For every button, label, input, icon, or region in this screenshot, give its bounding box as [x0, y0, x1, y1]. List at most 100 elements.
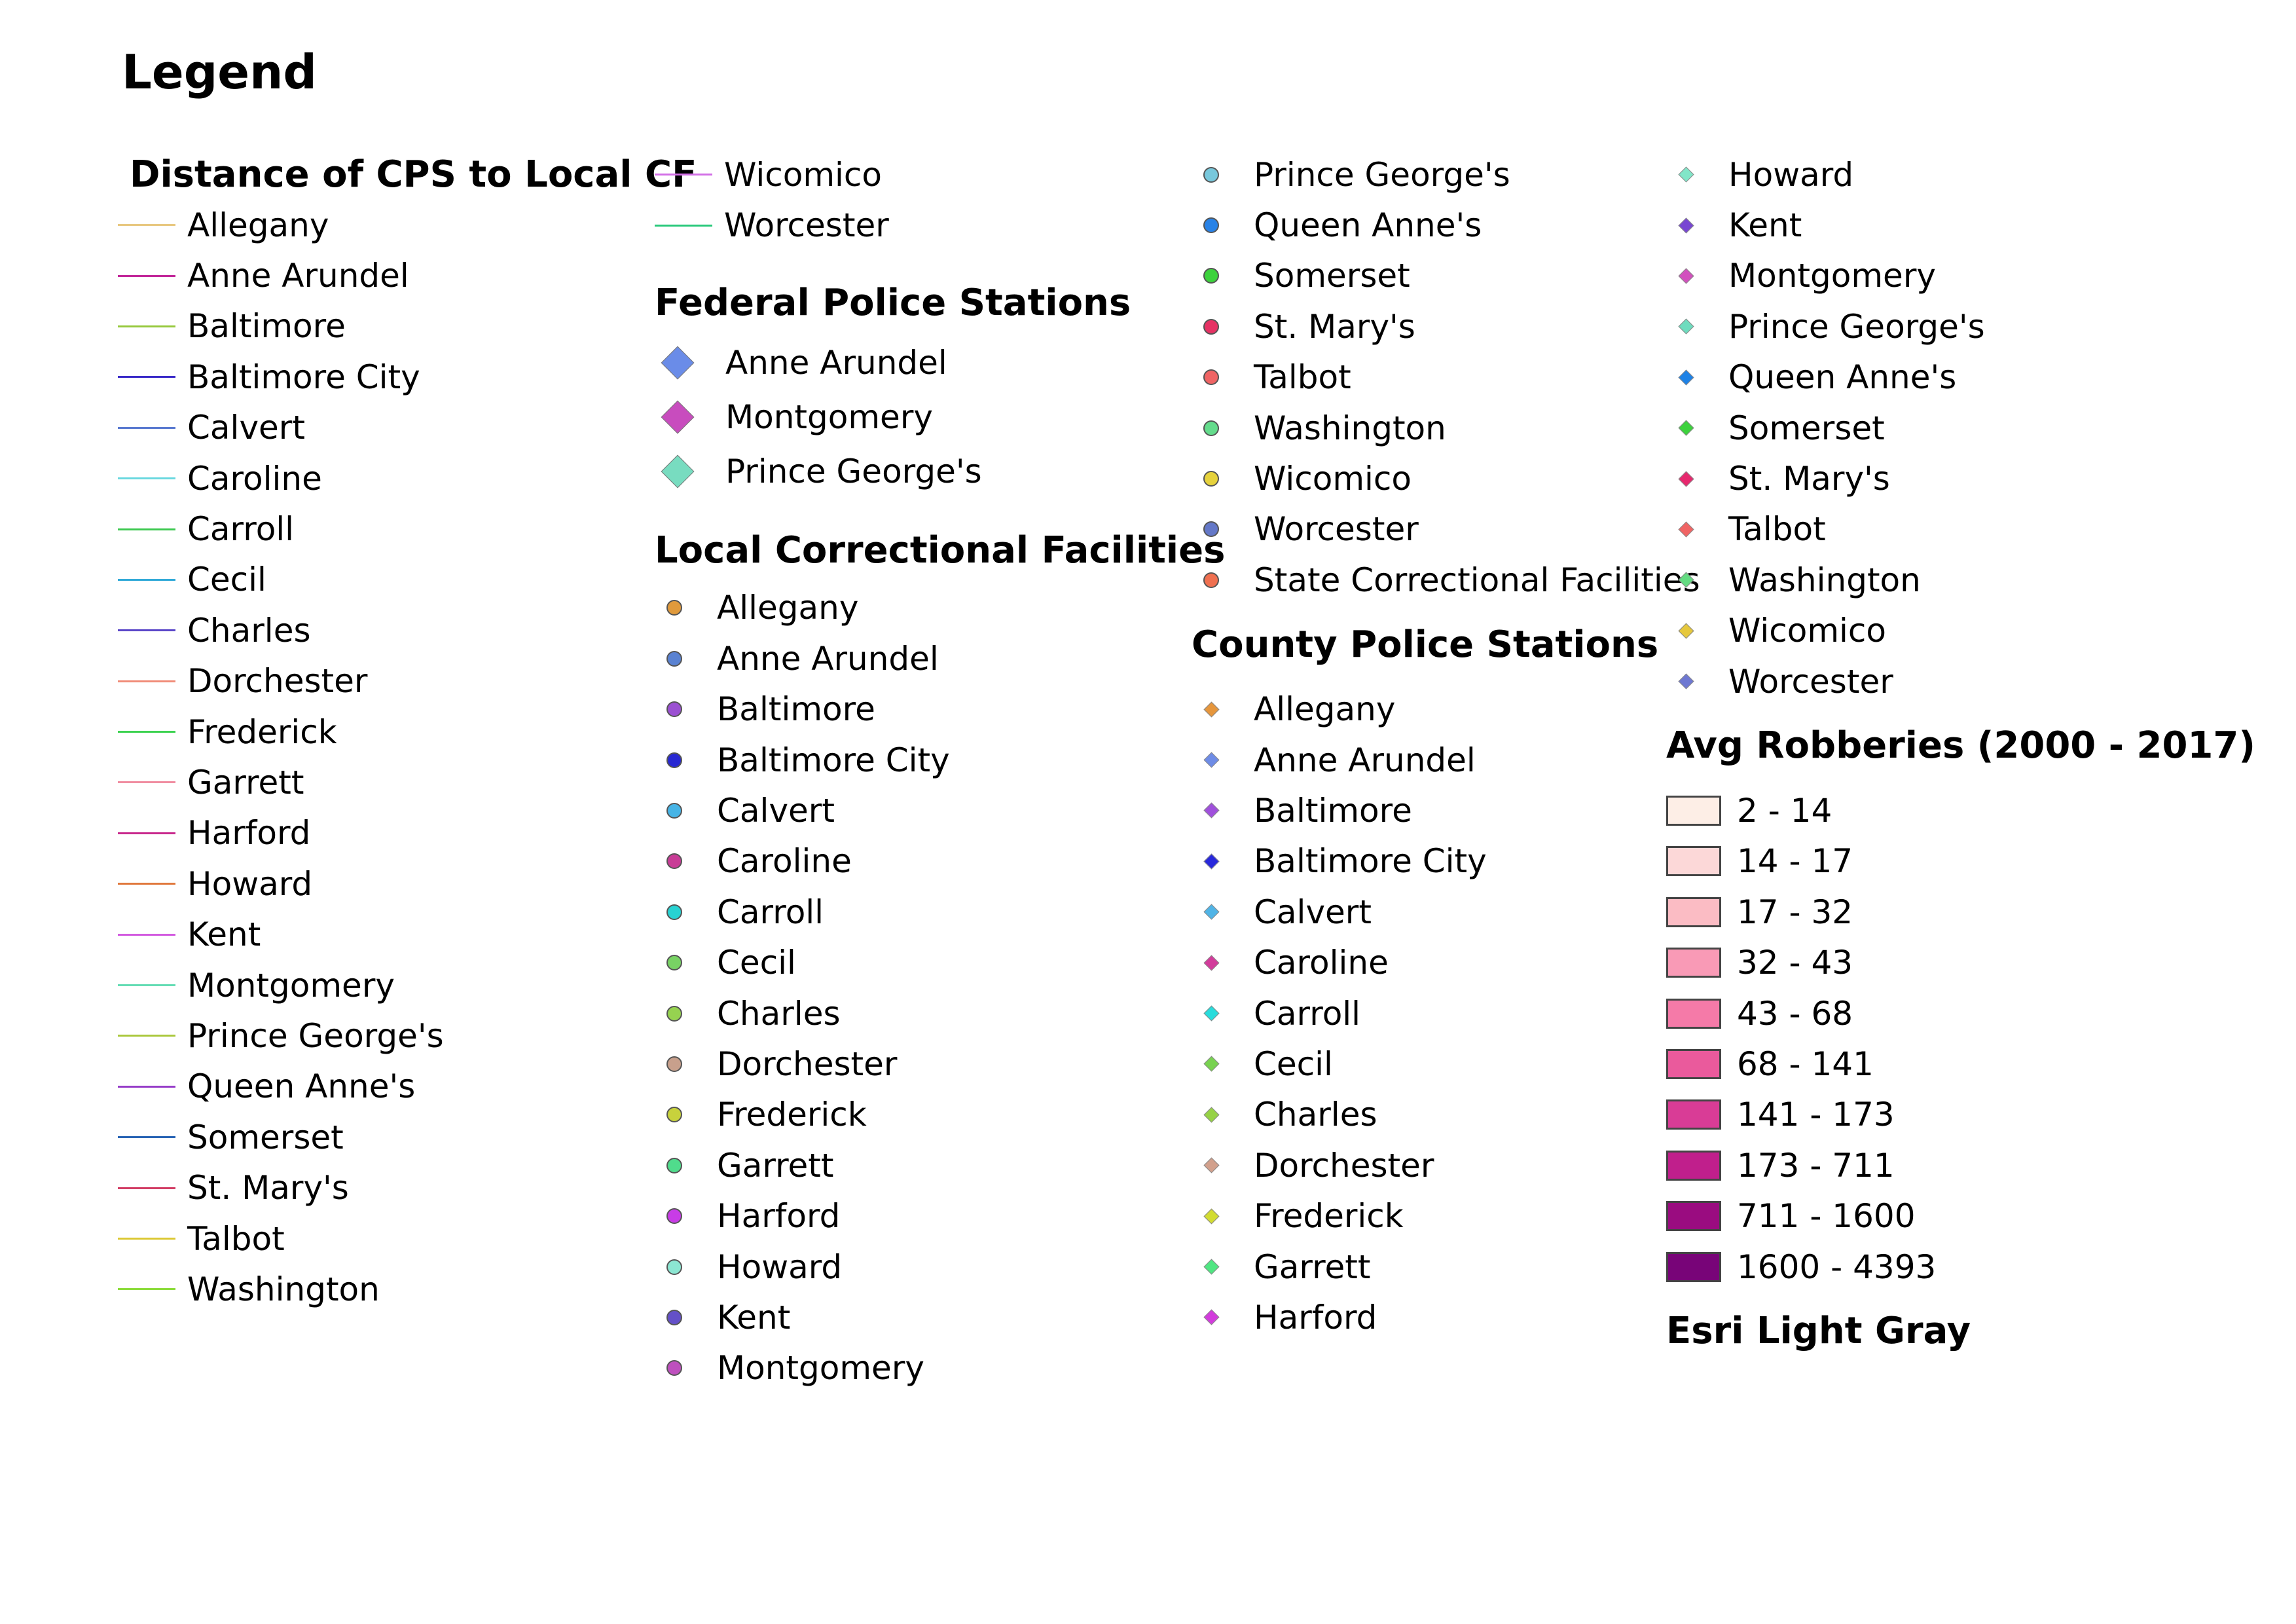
- fill-swatch: [1666, 896, 1721, 927]
- legend-item-label: Howard: [1728, 155, 1854, 194]
- legend-item-label: Charles: [1254, 1096, 1377, 1134]
- legend-item-label: Somerset: [187, 1118, 344, 1156]
- legend-item-label: Washington: [1728, 561, 1921, 599]
- legend-item-label: St. Mary's: [187, 1169, 349, 1208]
- legend-item-label: Frederick: [1254, 1197, 1404, 1236]
- small-diamond-marker-icon: [1203, 1157, 1220, 1173]
- distance-legend-item: Wicomico: [655, 149, 1192, 200]
- local-facility-item: Howard: [655, 1242, 1192, 1292]
- legend-item-label: Queen Anne's: [187, 1067, 416, 1106]
- circle-marker-icon: [1203, 369, 1219, 386]
- legend-item-label: Anne Arundel: [187, 257, 409, 295]
- legend-item-label: Baltimore: [717, 690, 875, 729]
- distance-legend-item: Worcester: [655, 200, 1192, 250]
- county-list-b: Howard Kent Montgomery Prince George's Queen…: [1666, 149, 2255, 707]
- local-facility-item: Wicomico: [1192, 453, 1663, 504]
- county-station-item: Somerset: [1666, 403, 2255, 453]
- small-diamond-marker-icon: [1677, 623, 1694, 639]
- distance-legend-item: Talbot: [118, 1213, 655, 1264]
- small-diamond-marker-icon: [1677, 369, 1694, 386]
- local-facility-item: Queen Anne's: [1192, 200, 1663, 250]
- legend-item-label: Prince George's: [1254, 155, 1510, 194]
- legend-item-label: Allegany: [1254, 690, 1396, 729]
- line-swatch: [655, 174, 712, 176]
- distance-legend-item: Montgomery: [118, 960, 655, 1010]
- line-swatch: [118, 731, 175, 733]
- circle-marker-icon: [1203, 217, 1219, 234]
- legend-item-label: Howard: [187, 864, 313, 903]
- legend-item-label: Queen Anne's: [1728, 358, 1957, 397]
- local-facility-item: Baltimore: [655, 684, 1192, 735]
- fill-swatch: [1666, 948, 1721, 978]
- line-swatch: [118, 1035, 175, 1037]
- county-station-item: Queen Anne's: [1666, 352, 2255, 403]
- local-facility-item: Calvert: [655, 785, 1192, 836]
- legend-item-label: 1600 - 4393: [1737, 1247, 1937, 1286]
- legend-item-label: Montgomery: [717, 1349, 924, 1388]
- legend-item-label: Baltimore: [1254, 791, 1412, 830]
- circle-marker-icon: [1203, 521, 1219, 538]
- distance-list-a: Allegany Anne Arundel Baltimore Baltimore C…: [118, 200, 655, 1315]
- small-diamond-marker-icon: [1677, 572, 1694, 588]
- distance-legend-item: Cecil: [118, 555, 655, 605]
- circle-marker-icon: [666, 701, 682, 718]
- county-section-title: County Police Stations: [1192, 623, 1659, 666]
- small-diamond-marker-icon: [1203, 955, 1220, 971]
- legend-item-label: Harford: [1254, 1298, 1377, 1337]
- robbery-class-item: 17 - 32: [1666, 887, 2255, 937]
- line-swatch: [118, 680, 175, 682]
- small-diamond-marker-icon: [1677, 471, 1694, 487]
- robberies-list: 2 - 14 14 - 17 17 - 32 32 - 43 43 - 68 68 - 1…: [1666, 785, 2255, 1292]
- line-swatch: [118, 325, 175, 327]
- legend-item-label: Harford: [187, 814, 311, 853]
- line-swatch: [118, 1136, 175, 1139]
- local-cf-list-b: Prince George's Queen Anne's Somerset St. M…: [1192, 149, 1700, 606]
- legend-item-label: 43 - 68: [1737, 994, 1853, 1033]
- legend-item-label: Talbot: [1254, 358, 1351, 397]
- legend-item-label: Somerset: [1728, 409, 1885, 447]
- circle-marker-icon: [1203, 166, 1219, 183]
- small-diamond-marker-icon: [1203, 1208, 1220, 1225]
- local-facility-item: Garrett: [655, 1140, 1192, 1190]
- county-station-item: Carroll: [1192, 988, 1663, 1039]
- fill-swatch: [1666, 998, 1721, 1029]
- legend-item-label: Cecil: [717, 944, 796, 982]
- county-station-item: Baltimore: [1192, 785, 1663, 836]
- legend-item-label: 2 - 14: [1737, 791, 1832, 830]
- legend-item-label: Harford: [717, 1197, 841, 1236]
- federal-list: Anne Arundel Montgomery Prince George's: [655, 336, 1192, 499]
- distance-legend-item: Harford: [118, 808, 655, 858]
- small-diamond-marker-icon: [1203, 1309, 1220, 1325]
- line-swatch: [118, 832, 175, 834]
- circle-marker-icon: [666, 1208, 682, 1225]
- legend-item-label: Baltimore: [187, 307, 346, 346]
- federal-station-item: Montgomery: [655, 390, 1192, 445]
- local-facility-item: Washington: [1192, 403, 1663, 453]
- county-station-item: Talbot: [1666, 504, 2255, 555]
- legend-item-label: Charles: [717, 994, 841, 1033]
- legend-item-label: Charles: [187, 611, 311, 650]
- legend-item-label: Calvert: [1254, 893, 1372, 931]
- legend-item-label: Somerset: [1254, 257, 1410, 295]
- legend-item-label: State Correctional Facilities: [1254, 561, 1700, 599]
- circle-marker-icon: [666, 853, 682, 870]
- legend-item-label: Garrett: [187, 763, 304, 802]
- distance-section-title: Distance of CPS to Local CF: [130, 153, 697, 196]
- county-station-item: Wicomico: [1666, 606, 2255, 656]
- local-facility-item: Montgomery: [655, 1343, 1192, 1393]
- legend-item-label: Kent: [1728, 206, 1802, 245]
- line-swatch: [118, 883, 175, 885]
- circle-marker-icon: [666, 1056, 682, 1072]
- county-station-item: Prince George's: [1666, 301, 2255, 352]
- legend-item-label: Howard: [717, 1247, 843, 1286]
- distance-legend-item: Washington: [118, 1264, 655, 1314]
- legend-item-label: Baltimore City: [187, 358, 420, 396]
- small-diamond-marker-icon: [1203, 853, 1220, 870]
- local-facility-item: State Correctional Facilities: [1192, 555, 1700, 605]
- legend-item-label: Caroline: [717, 842, 852, 881]
- county-station-item: Howard: [1666, 149, 2255, 200]
- local-facility-item: Kent: [655, 1292, 1192, 1342]
- diamond-marker-icon: [661, 400, 695, 434]
- fill-swatch: [1666, 1099, 1721, 1130]
- local-facility-item: Baltimore City: [655, 735, 1192, 785]
